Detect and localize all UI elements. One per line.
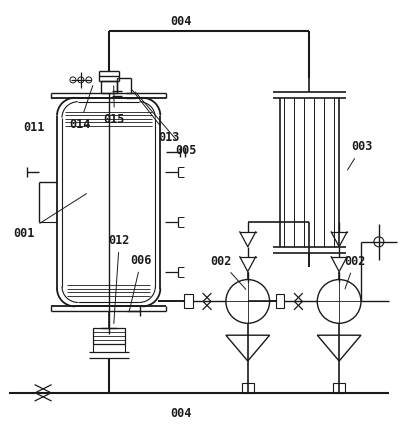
Text: 014: 014 — [69, 86, 93, 130]
Circle shape — [78, 77, 84, 83]
Text: 011: 011 — [23, 121, 44, 133]
Text: 002: 002 — [210, 255, 246, 289]
Polygon shape — [226, 335, 269, 361]
Bar — [93, 328, 124, 344]
Text: 001: 001 — [13, 194, 86, 240]
Circle shape — [374, 237, 384, 247]
Bar — [242, 383, 254, 393]
Text: 015: 015 — [104, 86, 125, 126]
Text: 002: 002 — [344, 255, 365, 289]
Text: 006: 006 — [129, 254, 152, 311]
Circle shape — [86, 77, 92, 83]
Text: 003: 003 — [347, 140, 372, 170]
Text: 005: 005 — [135, 92, 197, 157]
Bar — [276, 295, 285, 308]
Text: 012: 012 — [109, 234, 130, 324]
Text: 004: 004 — [170, 407, 191, 419]
Polygon shape — [317, 335, 361, 361]
Text: 013: 013 — [132, 90, 180, 143]
Text: 004: 004 — [170, 15, 191, 28]
Bar — [184, 295, 193, 308]
Bar — [101, 81, 116, 93]
Circle shape — [70, 77, 76, 83]
Bar — [333, 383, 345, 393]
Circle shape — [317, 280, 361, 323]
Circle shape — [226, 280, 269, 323]
